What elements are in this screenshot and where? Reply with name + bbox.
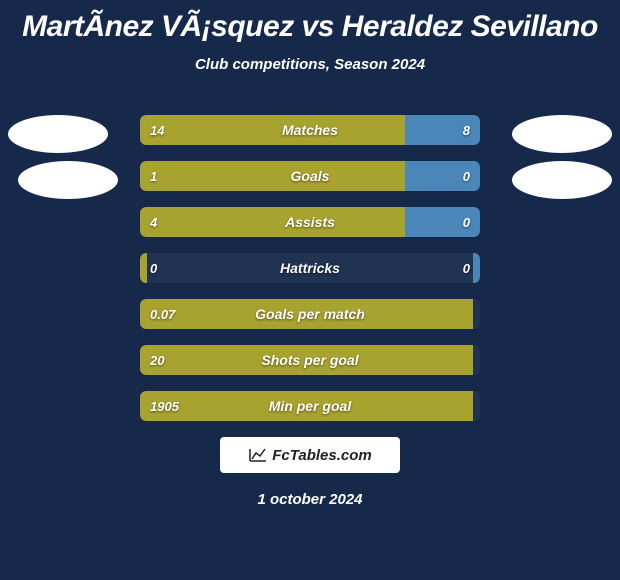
- stat-label: Matches: [140, 115, 480, 145]
- player-left-avatar: [8, 115, 108, 153]
- page-title: MartÃ­nez VÃ¡squez vs Heraldez Sevillano: [0, 0, 620, 44]
- subtitle: Club competitions, Season 2024: [0, 56, 620, 73]
- team-right-avatar: [512, 161, 612, 199]
- stat-row: 20Shots per goal: [140, 345, 480, 375]
- stat-label: Goals: [140, 161, 480, 191]
- stat-row: 1905Min per goal: [140, 391, 480, 421]
- player-right-avatar: [512, 115, 612, 153]
- source-badge: FcTables.com: [220, 437, 400, 473]
- stat-label: Assists: [140, 207, 480, 237]
- stat-label: Min per goal: [140, 391, 480, 421]
- source-badge-text: FcTables.com: [272, 447, 371, 464]
- stat-row: 0.07Goals per match: [140, 299, 480, 329]
- stat-label: Hattricks: [140, 253, 480, 283]
- stat-row: 00Hattricks: [140, 253, 480, 283]
- stat-label: Goals per match: [140, 299, 480, 329]
- team-left-avatar: [18, 161, 118, 199]
- stat-row: 148Matches: [140, 115, 480, 145]
- stat-row: 40Assists: [140, 207, 480, 237]
- bars-container: 148Matches 10Goals 40Assists 00Hattricks 0.0…: [140, 115, 480, 421]
- comparison-chart: 148Matches 10Goals 40Assists 00Hattricks 0.0…: [0, 115, 620, 421]
- stat-label: Shots per goal: [140, 345, 480, 375]
- stat-row: 10Goals: [140, 161, 480, 191]
- footer-date: 1 october 2024: [0, 491, 620, 508]
- chart-icon: [248, 447, 268, 463]
